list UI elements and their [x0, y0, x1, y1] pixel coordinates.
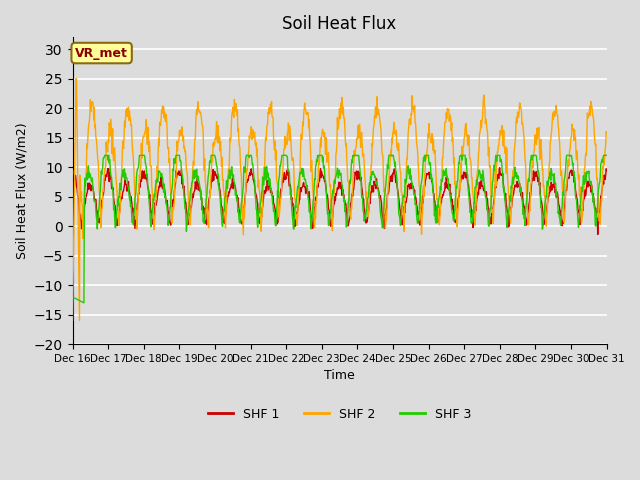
Title: Soil Heat Flux: Soil Heat Flux — [282, 15, 397, 33]
Legend: SHF 1, SHF 2, SHF 3: SHF 1, SHF 2, SHF 3 — [202, 403, 477, 426]
Text: VR_met: VR_met — [75, 47, 128, 60]
Y-axis label: Soil Heat Flux (W/m2): Soil Heat Flux (W/m2) — [15, 122, 28, 259]
X-axis label: Time: Time — [324, 370, 355, 383]
